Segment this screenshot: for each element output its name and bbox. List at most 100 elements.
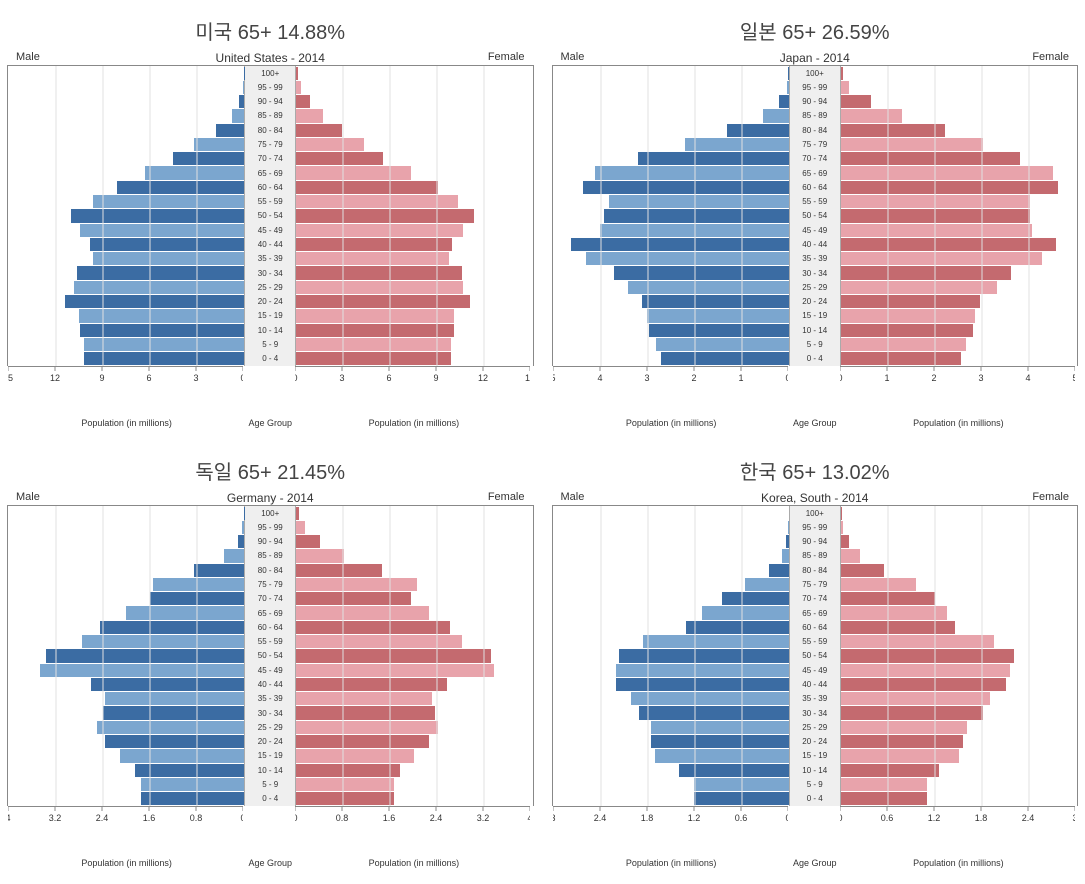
axis-labels: Population (in millions)Age GroupPopulat… (8, 418, 533, 428)
svg-text:4: 4 (597, 373, 602, 383)
female-label: Female (1032, 491, 1069, 503)
pop-label-left: Population (in millions) (8, 418, 245, 428)
female-bar (296, 606, 429, 619)
female-bar (841, 209, 1030, 222)
svg-text:3: 3 (193, 373, 198, 383)
panel-subhead: MaleJapan - 2014Female (553, 51, 1078, 65)
male-bar (655, 749, 789, 762)
male-bar (97, 721, 245, 734)
male-half (553, 66, 789, 366)
age-group-label: 20 - 24 (802, 735, 827, 749)
age-group-label: 100+ (261, 506, 279, 520)
age-group-label: 40 - 44 (258, 237, 283, 251)
female-bar (841, 295, 980, 308)
male-bar (787, 81, 789, 94)
male-bar (244, 507, 245, 520)
pyramid-body: 100+95 - 9990 - 9485 - 8980 - 8475 - 797… (552, 505, 1079, 806)
svg-text:3.2: 3.2 (477, 813, 490, 823)
age-group-label: 90 - 94 (802, 535, 827, 549)
pop-label-right: Population (in millions) (840, 418, 1077, 428)
female-bar (296, 195, 458, 208)
female-bar (296, 309, 453, 322)
svg-text:5: 5 (553, 373, 556, 383)
x-axis: 43.22.41.60.8000.81.62.43.24 (8, 806, 533, 840)
male-bar (194, 564, 244, 577)
female-bar (841, 338, 966, 351)
age-group-label: 30 - 34 (258, 266, 283, 280)
svg-text:0: 0 (295, 373, 298, 383)
male-bar (93, 252, 244, 265)
male-bar (614, 266, 789, 279)
pyramid-panel-jp: 일본 65+ 26.59%MaleJapan - 2014Female100+9… (553, 16, 1078, 428)
age-group-label: 85 - 89 (802, 109, 827, 123)
svg-text:3: 3 (340, 373, 345, 383)
age-group-label: 80 - 84 (258, 123, 283, 137)
age-group-label: 45 - 49 (802, 223, 827, 237)
male-bar (661, 352, 789, 365)
age-group-label: 75 - 79 (802, 577, 827, 591)
age-group-label: 50 - 54 (258, 649, 283, 663)
female-bar (296, 535, 320, 548)
female-bar (841, 521, 843, 534)
female-bar (296, 507, 298, 520)
female-bar (841, 692, 991, 705)
female-bar (296, 109, 323, 122)
female-half (841, 66, 1077, 366)
age-group-label: 85 - 89 (802, 549, 827, 563)
male-bar (150, 592, 245, 605)
female-bar (296, 692, 432, 705)
svg-text:0.8: 0.8 (190, 813, 203, 823)
female-bar (841, 152, 1021, 165)
age-group-label: 0 - 4 (807, 792, 823, 806)
male-bar (103, 706, 245, 719)
female-bar (296, 281, 463, 294)
pyramid-body: 100+95 - 9990 - 9485 - 8980 - 8475 - 797… (7, 65, 534, 366)
svg-text:1.2: 1.2 (927, 813, 940, 823)
age-group-label: 0 - 4 (262, 352, 278, 366)
male-bar (77, 266, 244, 279)
age-group-label: 100+ (261, 66, 279, 80)
female-bar (841, 124, 945, 137)
panel-subtitle: Korea, South - 2014 (553, 491, 1078, 505)
female-bar (841, 67, 843, 80)
female-bar (841, 252, 1042, 265)
age-group-label: 5 - 9 (807, 777, 823, 791)
age-group-label: 90 - 94 (258, 535, 283, 549)
male-label: Male (16, 491, 40, 503)
age-label-column: 100+95 - 9990 - 9485 - 8980 - 8475 - 797… (244, 66, 296, 366)
panel-subtitle: Japan - 2014 (553, 51, 1078, 65)
svg-text:0.6: 0.6 (734, 813, 747, 823)
age-group-label: 5 - 9 (262, 337, 278, 351)
svg-text:1.8: 1.8 (974, 813, 987, 823)
age-group-label: 25 - 29 (258, 720, 283, 734)
female-bar (841, 735, 963, 748)
female-bar (296, 138, 364, 151)
axis-labels: Population (in millions)Age GroupPopulat… (553, 858, 1078, 868)
male-bar (126, 606, 244, 619)
svg-text:1.6: 1.6 (383, 813, 396, 823)
male-bar (71, 209, 244, 222)
female-bar (841, 664, 1010, 677)
age-group-label: 75 - 79 (258, 577, 283, 591)
male-bar (631, 692, 788, 705)
female-bar (841, 592, 936, 605)
male-bar (120, 749, 244, 762)
age-group-label: 50 - 54 (258, 209, 283, 223)
age-group-label: 80 - 84 (802, 563, 827, 577)
male-bar (686, 621, 788, 634)
age-group-label: 20 - 24 (802, 295, 827, 309)
age-group-label: 95 - 99 (802, 80, 827, 94)
x-axis-right: 00.81.62.43.24 (295, 806, 532, 840)
age-group-label: 20 - 24 (258, 295, 283, 309)
age-group-label: 40 - 44 (802, 237, 827, 251)
svg-text:4: 4 (528, 813, 531, 823)
male-bar (216, 124, 244, 137)
x-axis-right: 012345 (840, 366, 1077, 400)
age-group-label: 75 - 79 (802, 137, 827, 151)
age-group-label: 50 - 54 (802, 649, 827, 663)
age-label-column: 100+95 - 9990 - 9485 - 8980 - 8475 - 797… (244, 506, 296, 806)
x-axis-right: 00.61.21.82.43 (840, 806, 1077, 840)
female-bar (296, 778, 393, 791)
male-bar (80, 324, 244, 337)
x-axis-left: 32.41.81.20.60 (553, 806, 790, 840)
